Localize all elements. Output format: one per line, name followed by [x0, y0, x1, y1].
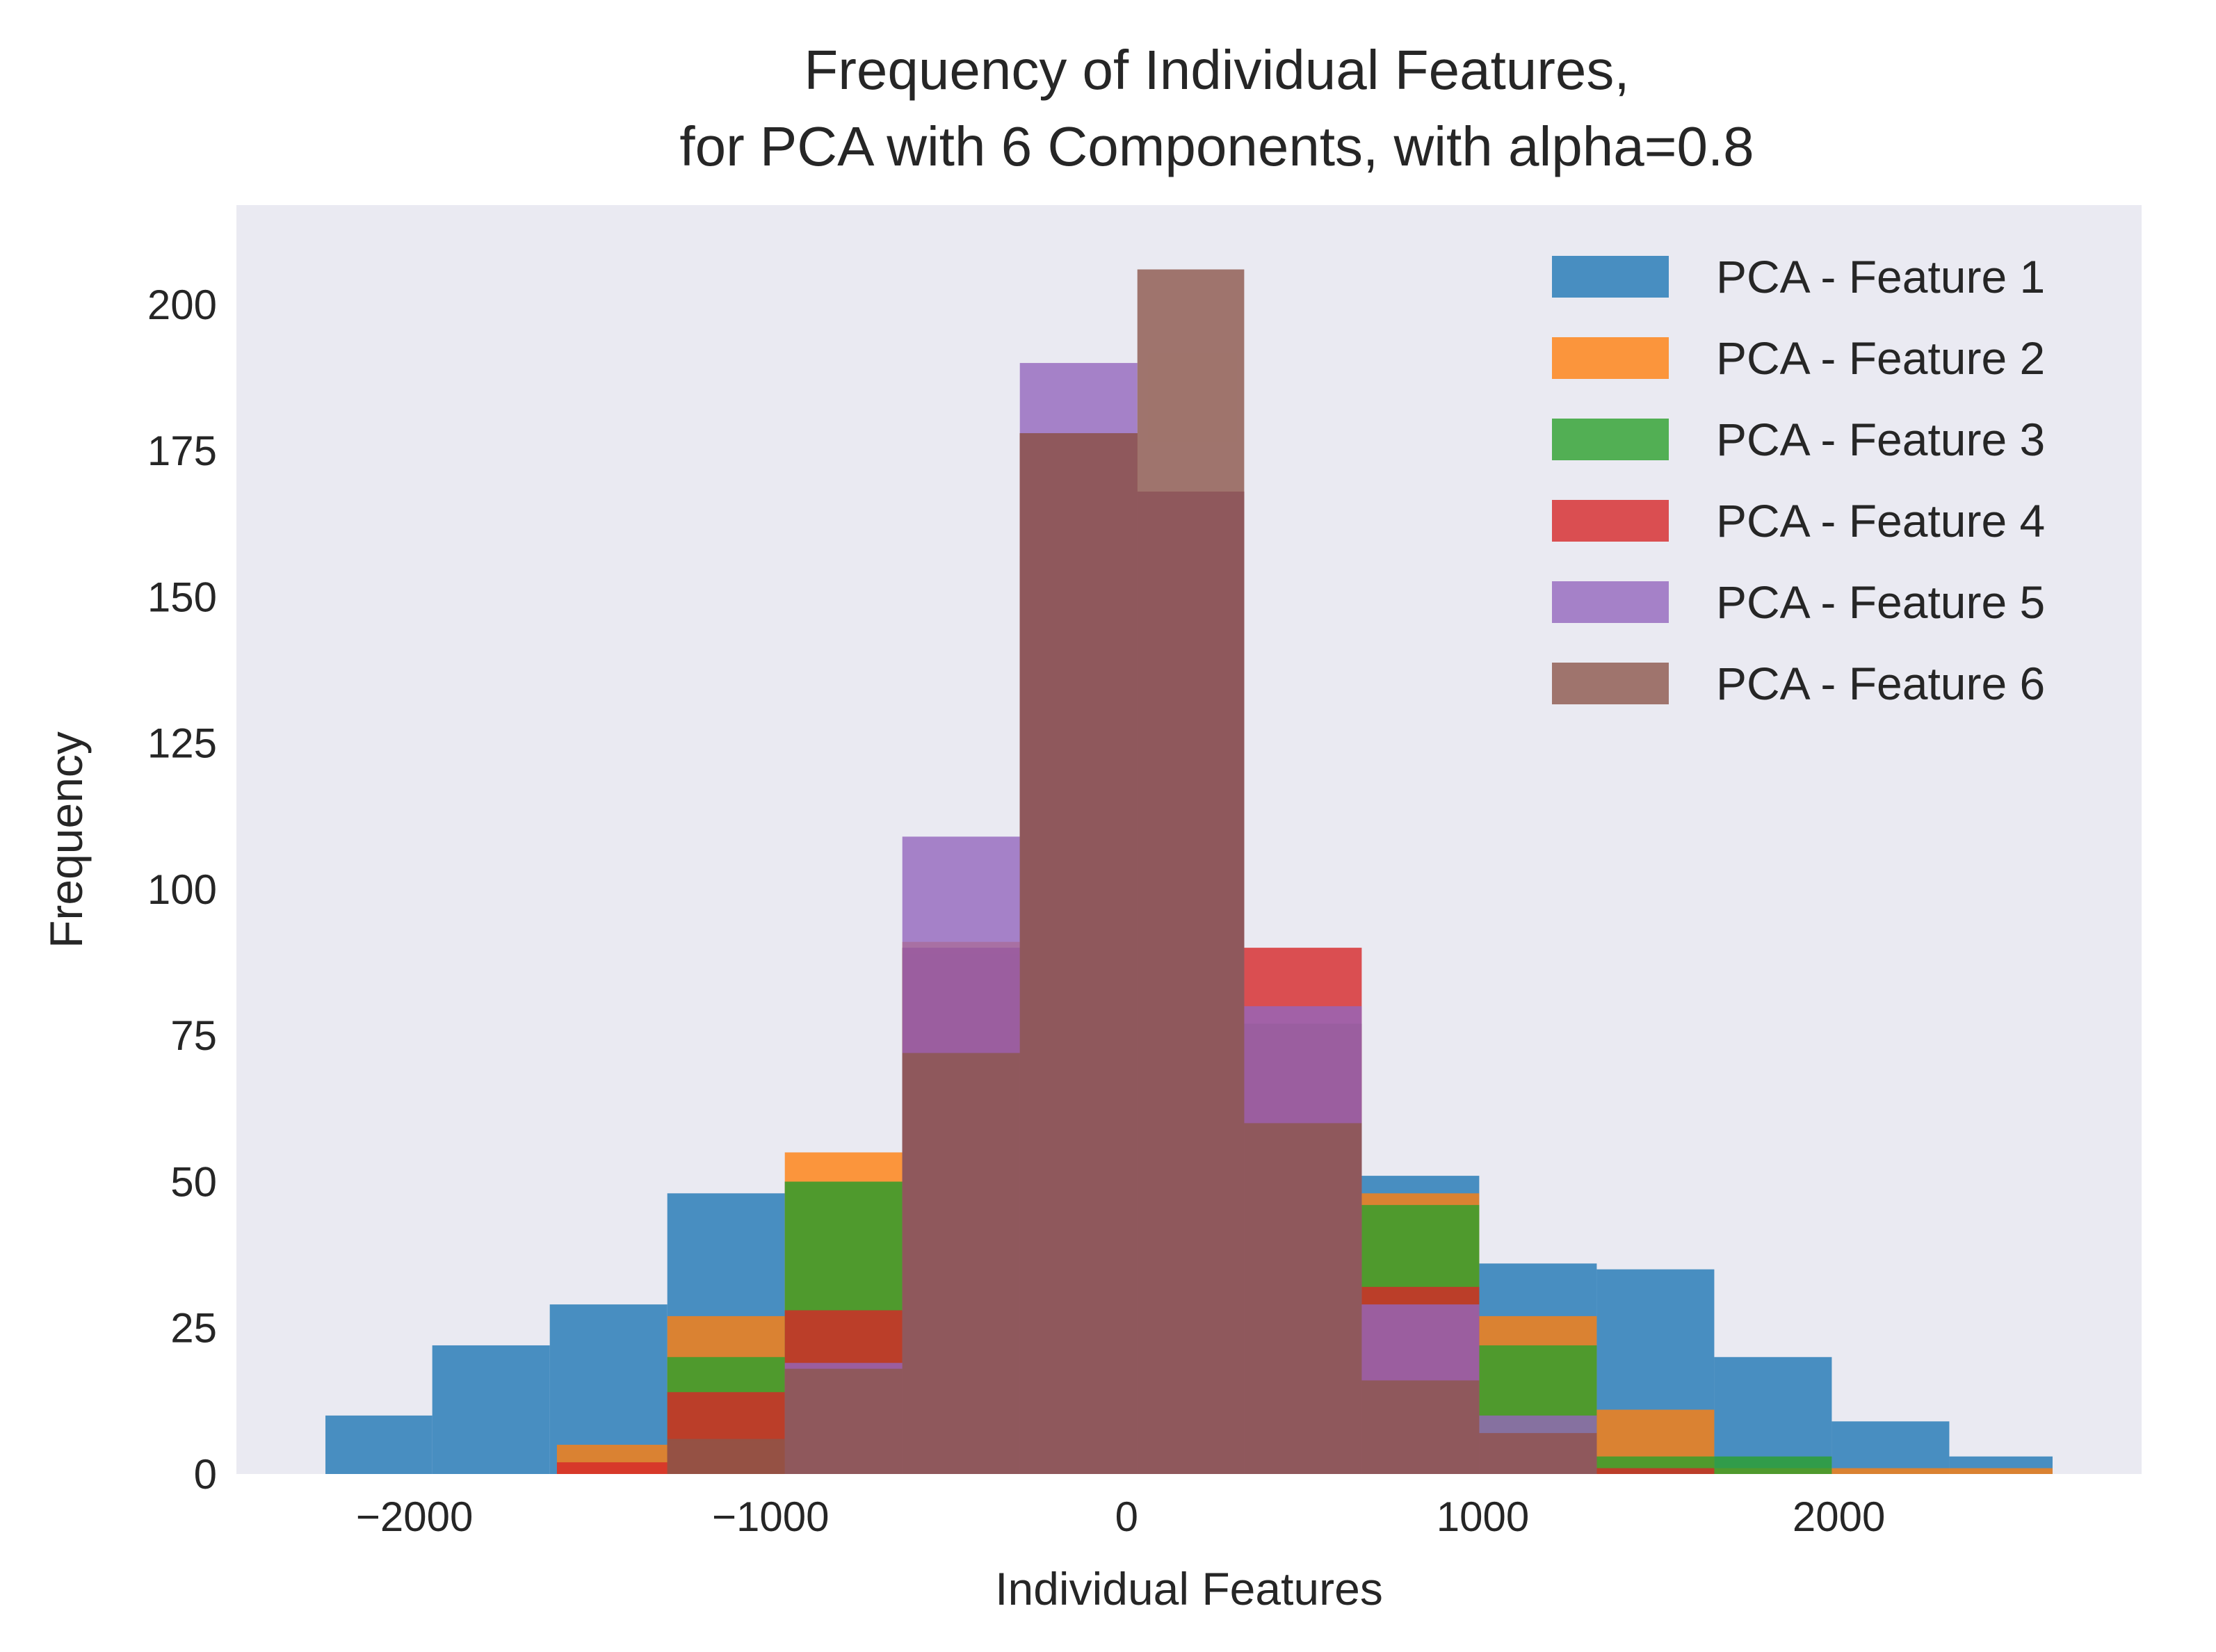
legend-swatch-3: [1552, 419, 1669, 460]
legend-label-1: PCA - Feature 1: [1716, 251, 2045, 302]
x-tick-label: −1000: [712, 1493, 830, 1540]
y-tick-label: 200: [147, 282, 217, 328]
x-tick-label: −2000: [356, 1493, 474, 1540]
legend-swatch-5: [1552, 581, 1669, 623]
legend-swatch-6: [1552, 663, 1669, 704]
bar-series-6-bin-2: [784, 1368, 903, 1474]
y-tick-label: 50: [170, 1158, 217, 1205]
bar-series-1-bin-14: [1831, 1421, 1950, 1474]
histogram-bars: [325, 269, 2053, 1475]
legend-label-5: PCA - Feature 5: [1716, 576, 2045, 628]
bar-series-6-bin-1: [667, 1439, 785, 1474]
bar-series-1-bin-13: [1714, 1357, 1832, 1474]
bar-series-6-bin-5: [1137, 269, 1245, 1475]
legend-swatch-1: [1552, 256, 1669, 298]
chart-title-line-2: for PCA with 6 Components, with alpha=0.…: [679, 115, 1754, 177]
legend: PCA - Feature 1 PCA - Feature 2 PCA - Feat…: [1552, 251, 2045, 709]
y-axis-ticks: 0 25 50 75 100 125 150 175 200: [147, 282, 217, 1498]
x-axis-ticks: −2000 −1000 0 1000 2000: [356, 1493, 1886, 1540]
y-tick-label: 175: [147, 428, 217, 474]
bar-series-2-bin-12: [1831, 1468, 2053, 1474]
legend-label-4: PCA - Feature 4: [1716, 495, 2045, 546]
legend-label-2: PCA - Feature 2: [1716, 332, 2045, 384]
legend-swatch-4: [1552, 500, 1669, 542]
chart-title-line-1: Frequency of Individual Features,: [804, 39, 1629, 101]
x-tick-label: 2000: [1793, 1493, 1885, 1540]
legend-label-3: PCA - Feature 3: [1716, 414, 2045, 465]
x-axis-label: Individual Features: [995, 1563, 1383, 1614]
legend-label-6: PCA - Feature 6: [1716, 658, 2045, 709]
legend-swatch-2: [1552, 337, 1669, 379]
y-tick-label: 25: [170, 1305, 217, 1352]
y-tick-label: 75: [170, 1012, 217, 1059]
bar-series-6-bin-7: [1361, 1380, 1480, 1474]
bar-series-4-bin-1: [556, 1462, 668, 1474]
bar-series-1-bin-2: [432, 1345, 550, 1474]
bar-series-6-bin-4: [1019, 432, 1138, 1474]
bar-series-4-bin-10: [1596, 1468, 1715, 1474]
bar-series-3-bin-10: [1714, 1456, 1832, 1474]
x-tick-label: 0: [1115, 1493, 1138, 1540]
y-tick-label: 0: [194, 1451, 217, 1498]
bar-series-1-bin-1: [325, 1415, 432, 1474]
y-axis-label: Frequency: [40, 731, 92, 948]
x-tick-label: 1000: [1437, 1493, 1529, 1540]
bar-series-6-bin-3: [902, 1053, 1020, 1474]
y-tick-label: 125: [147, 720, 217, 767]
y-tick-label: 100: [147, 866, 217, 913]
bar-series-6-bin-8: [1479, 1433, 1597, 1474]
bar-series-6-bin-6: [1244, 1123, 1362, 1474]
y-tick-label: 150: [147, 574, 217, 620]
